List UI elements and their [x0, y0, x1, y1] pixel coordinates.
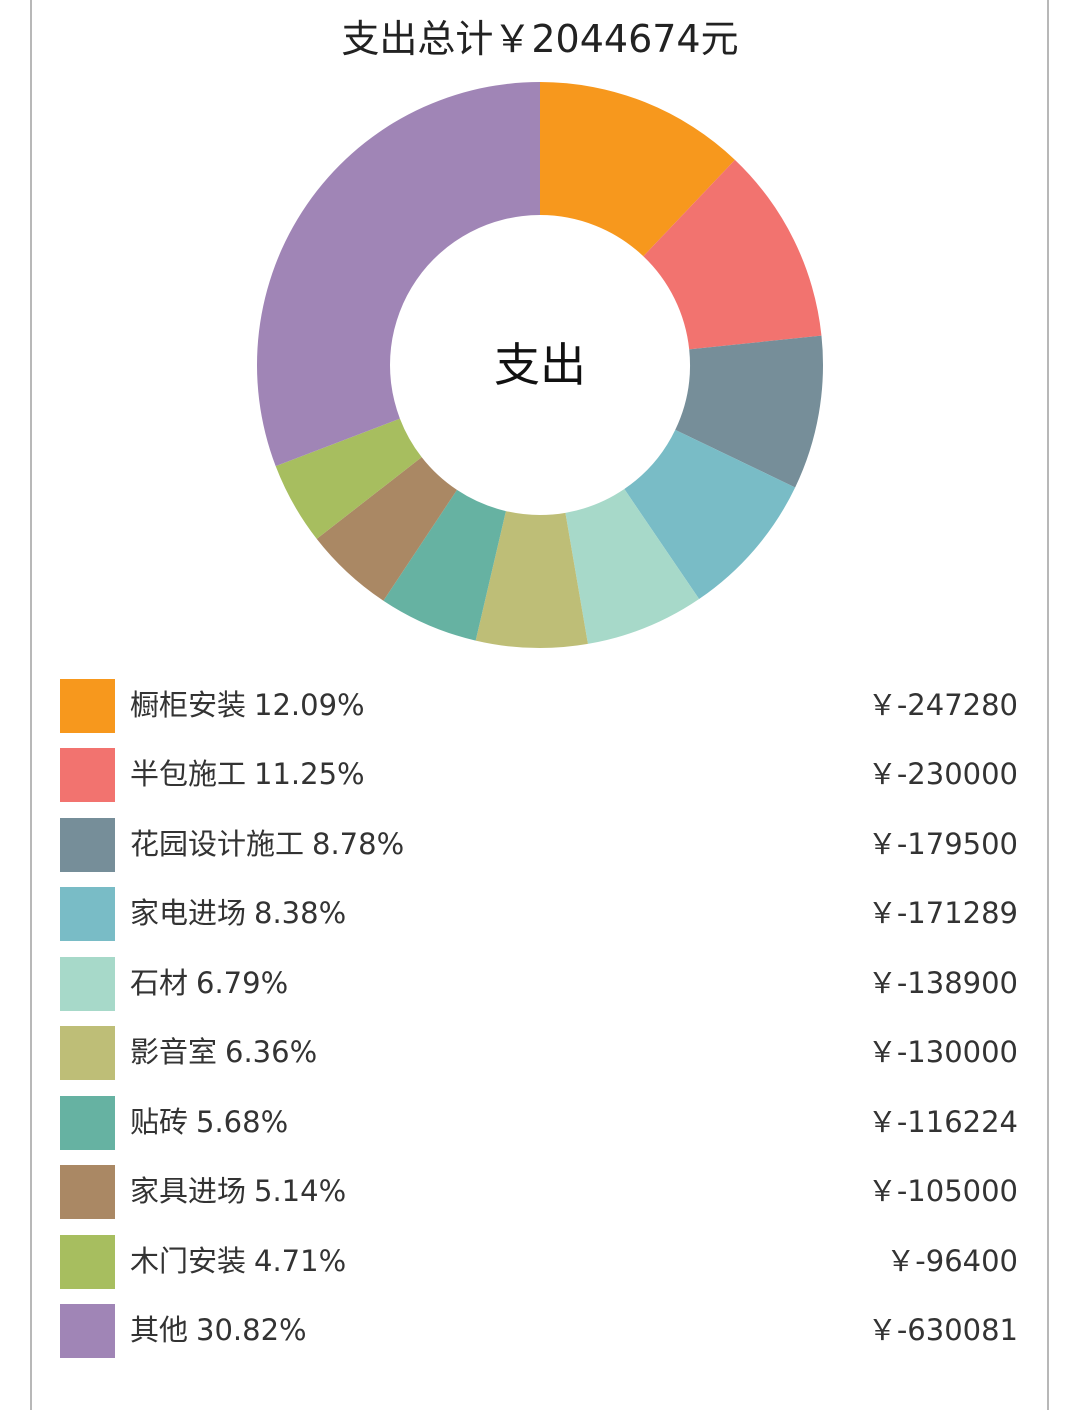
legend-percent: 6.79% [196, 965, 289, 1000]
legend-swatch [60, 1026, 115, 1081]
donut-slice[interactable] [275, 418, 422, 539]
legend-label: 影音室 6.36% [130, 1018, 317, 1087]
donut-slice[interactable] [624, 429, 796, 600]
legend: 橱柜安装 12.09% ￥-247280 半包施工 11.25% ￥-230000 花园设计… [60, 671, 1018, 1365]
legend-label: 贴砖 5.68% [130, 1088, 288, 1157]
legend-category-name: 家具进场 [130, 1174, 247, 1209]
donut-slice[interactable] [565, 489, 700, 644]
legend-value: ￥-179500 [867, 826, 1018, 861]
legend-label: 半包施工 11.25% [130, 740, 365, 809]
legend-label: 石材 6.79% [130, 949, 288, 1018]
legend-swatch [60, 1234, 115, 1289]
donut-slice[interactable] [675, 335, 823, 488]
legend-item[interactable]: 贴砖 5.68% ￥-116224 [60, 1088, 1018, 1157]
legend-percent: 5.14% [254, 1174, 347, 1209]
legend-label: 木门安装 4.71% [130, 1227, 346, 1296]
legend-value: ￥-105000 [867, 1174, 1018, 1209]
legend-item[interactable]: 其他 30.82% ￥-630081 [60, 1296, 1018, 1365]
legend-category-name: 贴砖 [130, 1104, 189, 1139]
legend-percent: 30.82% [196, 1312, 307, 1347]
legend-percent: 12.09% [254, 688, 365, 722]
legend-category-name: 木门安装 [130, 1243, 247, 1278]
legend-label: 花园设计施工 8.78% [130, 810, 404, 879]
legend-label: 橱柜安装 12.09% [130, 671, 365, 740]
legend-percent: 8.38% [254, 896, 347, 931]
legend-value: ￥-247280 [867, 688, 1018, 722]
legend-category-name: 橱柜安装 [130, 688, 247, 722]
donut-center-label: 支出 [494, 338, 586, 392]
legend-category-name: 其他 [130, 1312, 189, 1347]
legend-label: 家电进场 8.38% [130, 879, 346, 948]
legend-category-name: 影音室 [130, 1035, 218, 1070]
legend-value: ￥-171289 [867, 896, 1018, 931]
legend-percent: 6.36% [225, 1035, 318, 1070]
legend-swatch [60, 887, 115, 942]
legend-label: 家具进场 5.14% [130, 1157, 346, 1226]
legend-swatch [60, 679, 115, 733]
legend-percent: 5.68% [196, 1104, 289, 1139]
legend-category-name: 家电进场 [130, 896, 247, 931]
legend-swatch [60, 748, 115, 803]
donut-slice[interactable] [540, 82, 735, 257]
donut-slice[interactable] [383, 489, 506, 641]
legend-item[interactable]: 家具进场 5.14% ￥-105000 [60, 1157, 1018, 1226]
chart-title: 支出总计￥2044674元 [341, 17, 739, 61]
legend-label: 其他 30.82% [130, 1296, 307, 1365]
legend-value: ￥-96400 [886, 1243, 1018, 1278]
legend-item[interactable]: 影音室 6.36% ￥-130000 [60, 1018, 1018, 1087]
donut-slice[interactable] [316, 457, 457, 601]
legend-value: ￥-138900 [867, 965, 1018, 1000]
donut-chart [256, 82, 823, 648]
legend-category-name: 半包施工 [130, 757, 247, 792]
legend-swatch [60, 817, 115, 872]
legend-item[interactable]: 木门安装 4.71% ￥-96400 [60, 1227, 1018, 1296]
legend-swatch [60, 1165, 115, 1220]
legend-category-name: 石材 [130, 965, 189, 1000]
chart-card [30, 0, 1049, 1410]
legend-item[interactable]: 家电进场 8.38% ￥-171289 [60, 879, 1018, 948]
legend-swatch [60, 956, 115, 1011]
legend-percent: 8.78% [312, 826, 405, 861]
legend-swatch [60, 1095, 115, 1150]
legend-value: ￥-230000 [867, 757, 1018, 792]
legend-item[interactable]: 石材 6.79% ￥-138900 [60, 949, 1018, 1018]
legend-item[interactable]: 橱柜安装 12.09% ￥-247280 [60, 671, 1018, 740]
legend-percent: 11.25% [254, 757, 365, 792]
donut-slice[interactable] [643, 159, 822, 350]
legend-value: ￥-630081 [867, 1312, 1018, 1347]
legend-value: ￥-116224 [867, 1104, 1018, 1139]
donut-slice[interactable] [256, 82, 540, 467]
legend-value: ￥-130000 [867, 1035, 1018, 1070]
legend-item[interactable]: 花园设计施工 8.78% ￥-179500 [60, 810, 1018, 879]
legend-category-name: 花园设计施工 [130, 826, 305, 861]
donut-slice[interactable] [475, 511, 588, 648]
legend-swatch [60, 1303, 115, 1358]
legend-item[interactable]: 半包施工 11.25% ￥-230000 [60, 740, 1018, 809]
legend-percent: 4.71% [254, 1243, 347, 1278]
